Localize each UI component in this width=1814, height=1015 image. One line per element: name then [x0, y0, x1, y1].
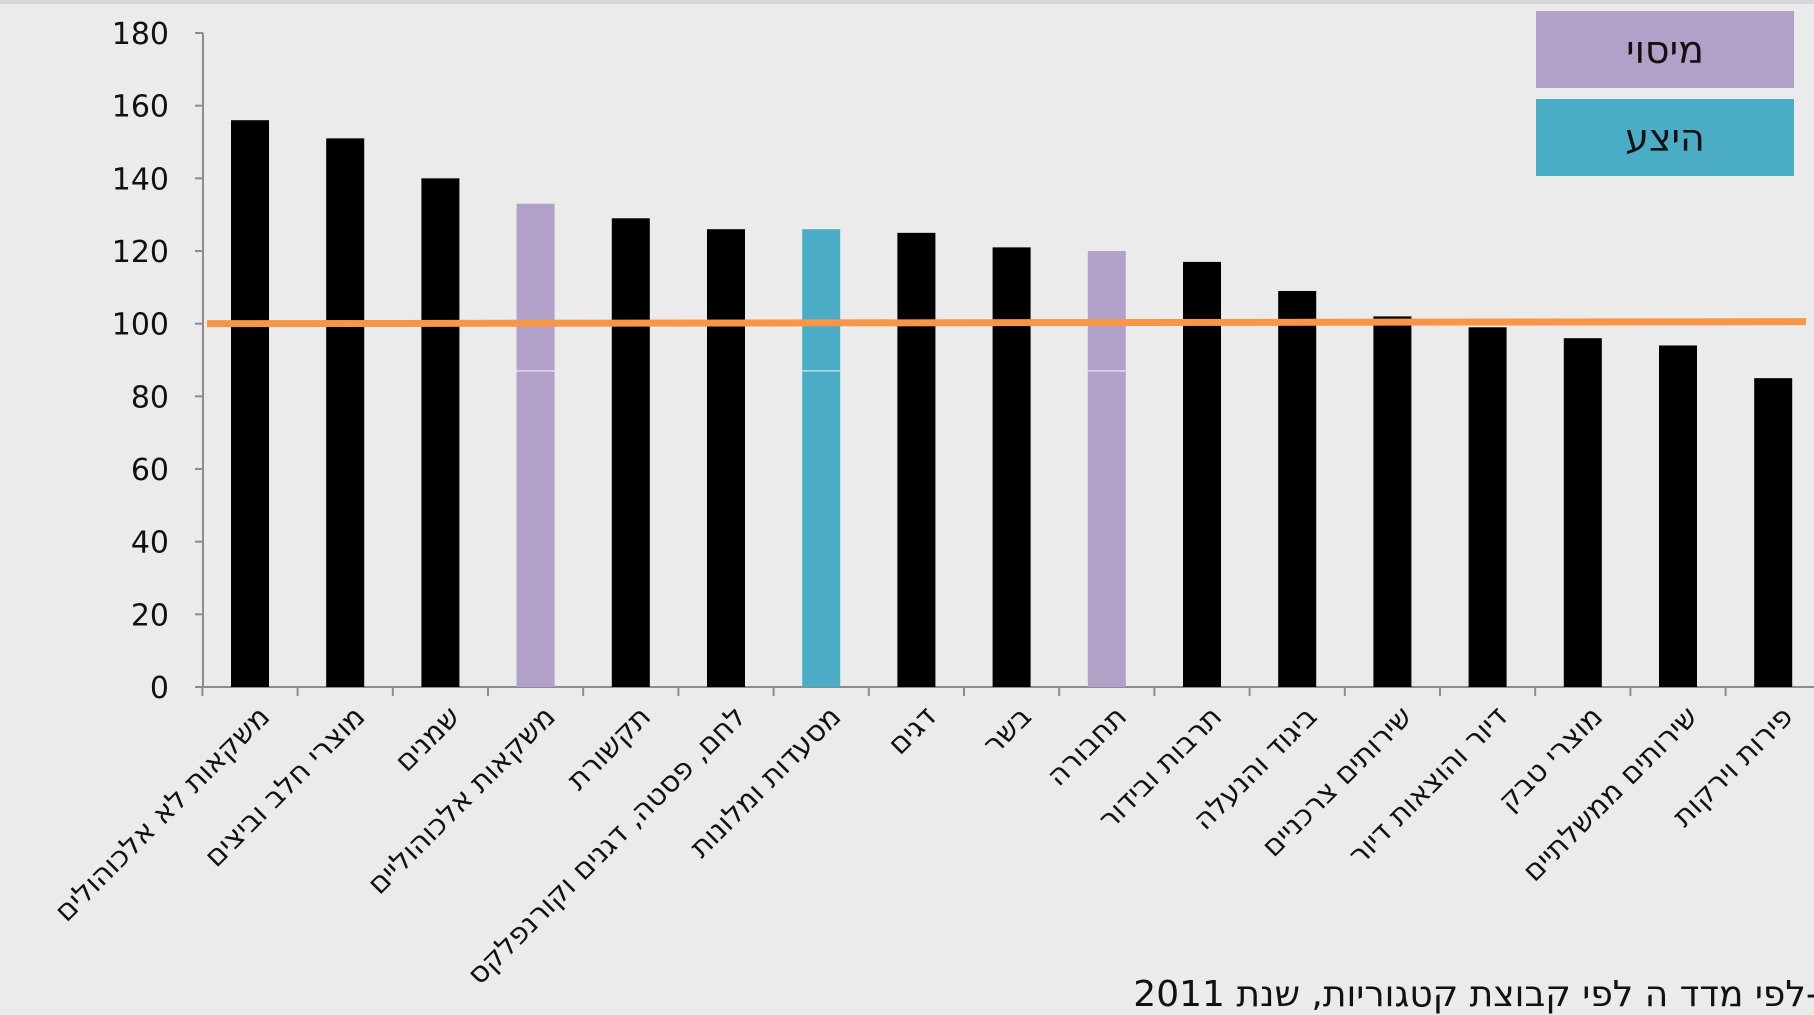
bar-15 — [1563, 338, 1602, 687]
legend-label-supply: היצע — [1625, 115, 1705, 160]
bar-9 — [992, 247, 1031, 687]
reference-line-group — [206, 318, 1807, 328]
bar-14 — [1468, 327, 1507, 687]
bar-6 — [707, 229, 745, 687]
x-tick-label: שמנים — [388, 699, 467, 778]
bar-12 — [1278, 290, 1317, 687]
y-tick-label: 160 — [112, 90, 169, 125]
top-border — [0, 0, 1814, 4]
y-tick-label: 40 — [131, 526, 169, 561]
chart-caption: PPP-לפי מדד ה לפי קבוצת קטגוריות, שנת 20… — [1133, 974, 1814, 1015]
bar-13 — [1373, 316, 1412, 687]
x-tick-label: תקשורת — [560, 699, 657, 796]
y-tick-label: 80 — [131, 380, 169, 415]
y-tick-label: 60 — [131, 453, 169, 488]
x-tick-label: שירותים ממשלתיים — [1515, 699, 1704, 888]
legend-label-taxation: מיסוי — [1626, 27, 1704, 72]
bar-4 — [516, 203, 555, 687]
y-tick-label: 140 — [112, 162, 169, 197]
x-tick-label: מוצרי חלב וביצים — [197, 699, 371, 873]
y-tick-label: 0 — [150, 671, 169, 706]
bar-7 — [802, 229, 841, 687]
x-tick-label: דגים — [881, 699, 943, 761]
x-tick-label: תחבורה — [1040, 699, 1133, 792]
bar-1 — [231, 120, 269, 687]
bars — [231, 120, 1793, 688]
y-tick-labels: 0 20 40 60 80 100 120 140 160 180 — [112, 17, 169, 706]
y-tick-label: 20 — [131, 598, 169, 633]
bar-5 — [611, 218, 650, 688]
legend-item-supply: היצע — [1536, 99, 1794, 176]
y-tick-label: 120 — [112, 235, 169, 270]
y-tick-label: 100 — [112, 308, 169, 343]
bar-8 — [897, 232, 936, 688]
y-tick-label: 180 — [112, 17, 169, 52]
bar-3 — [421, 178, 460, 688]
bar-2 — [326, 138, 365, 687]
x-tick-label: בשר — [976, 699, 1038, 761]
reference-line-100 — [206, 318, 1807, 328]
x-tick-label: דיור והוצאות דיור — [1341, 699, 1513, 871]
bar-10 — [1087, 251, 1126, 687]
legend-item-taxation: מיסוי — [1536, 11, 1794, 88]
x-tick-label: משקאות אלכוהוליים — [360, 699, 562, 901]
bar-17 — [1754, 378, 1793, 687]
bar-11 — [1183, 261, 1221, 687]
bar-16 — [1659, 345, 1697, 687]
